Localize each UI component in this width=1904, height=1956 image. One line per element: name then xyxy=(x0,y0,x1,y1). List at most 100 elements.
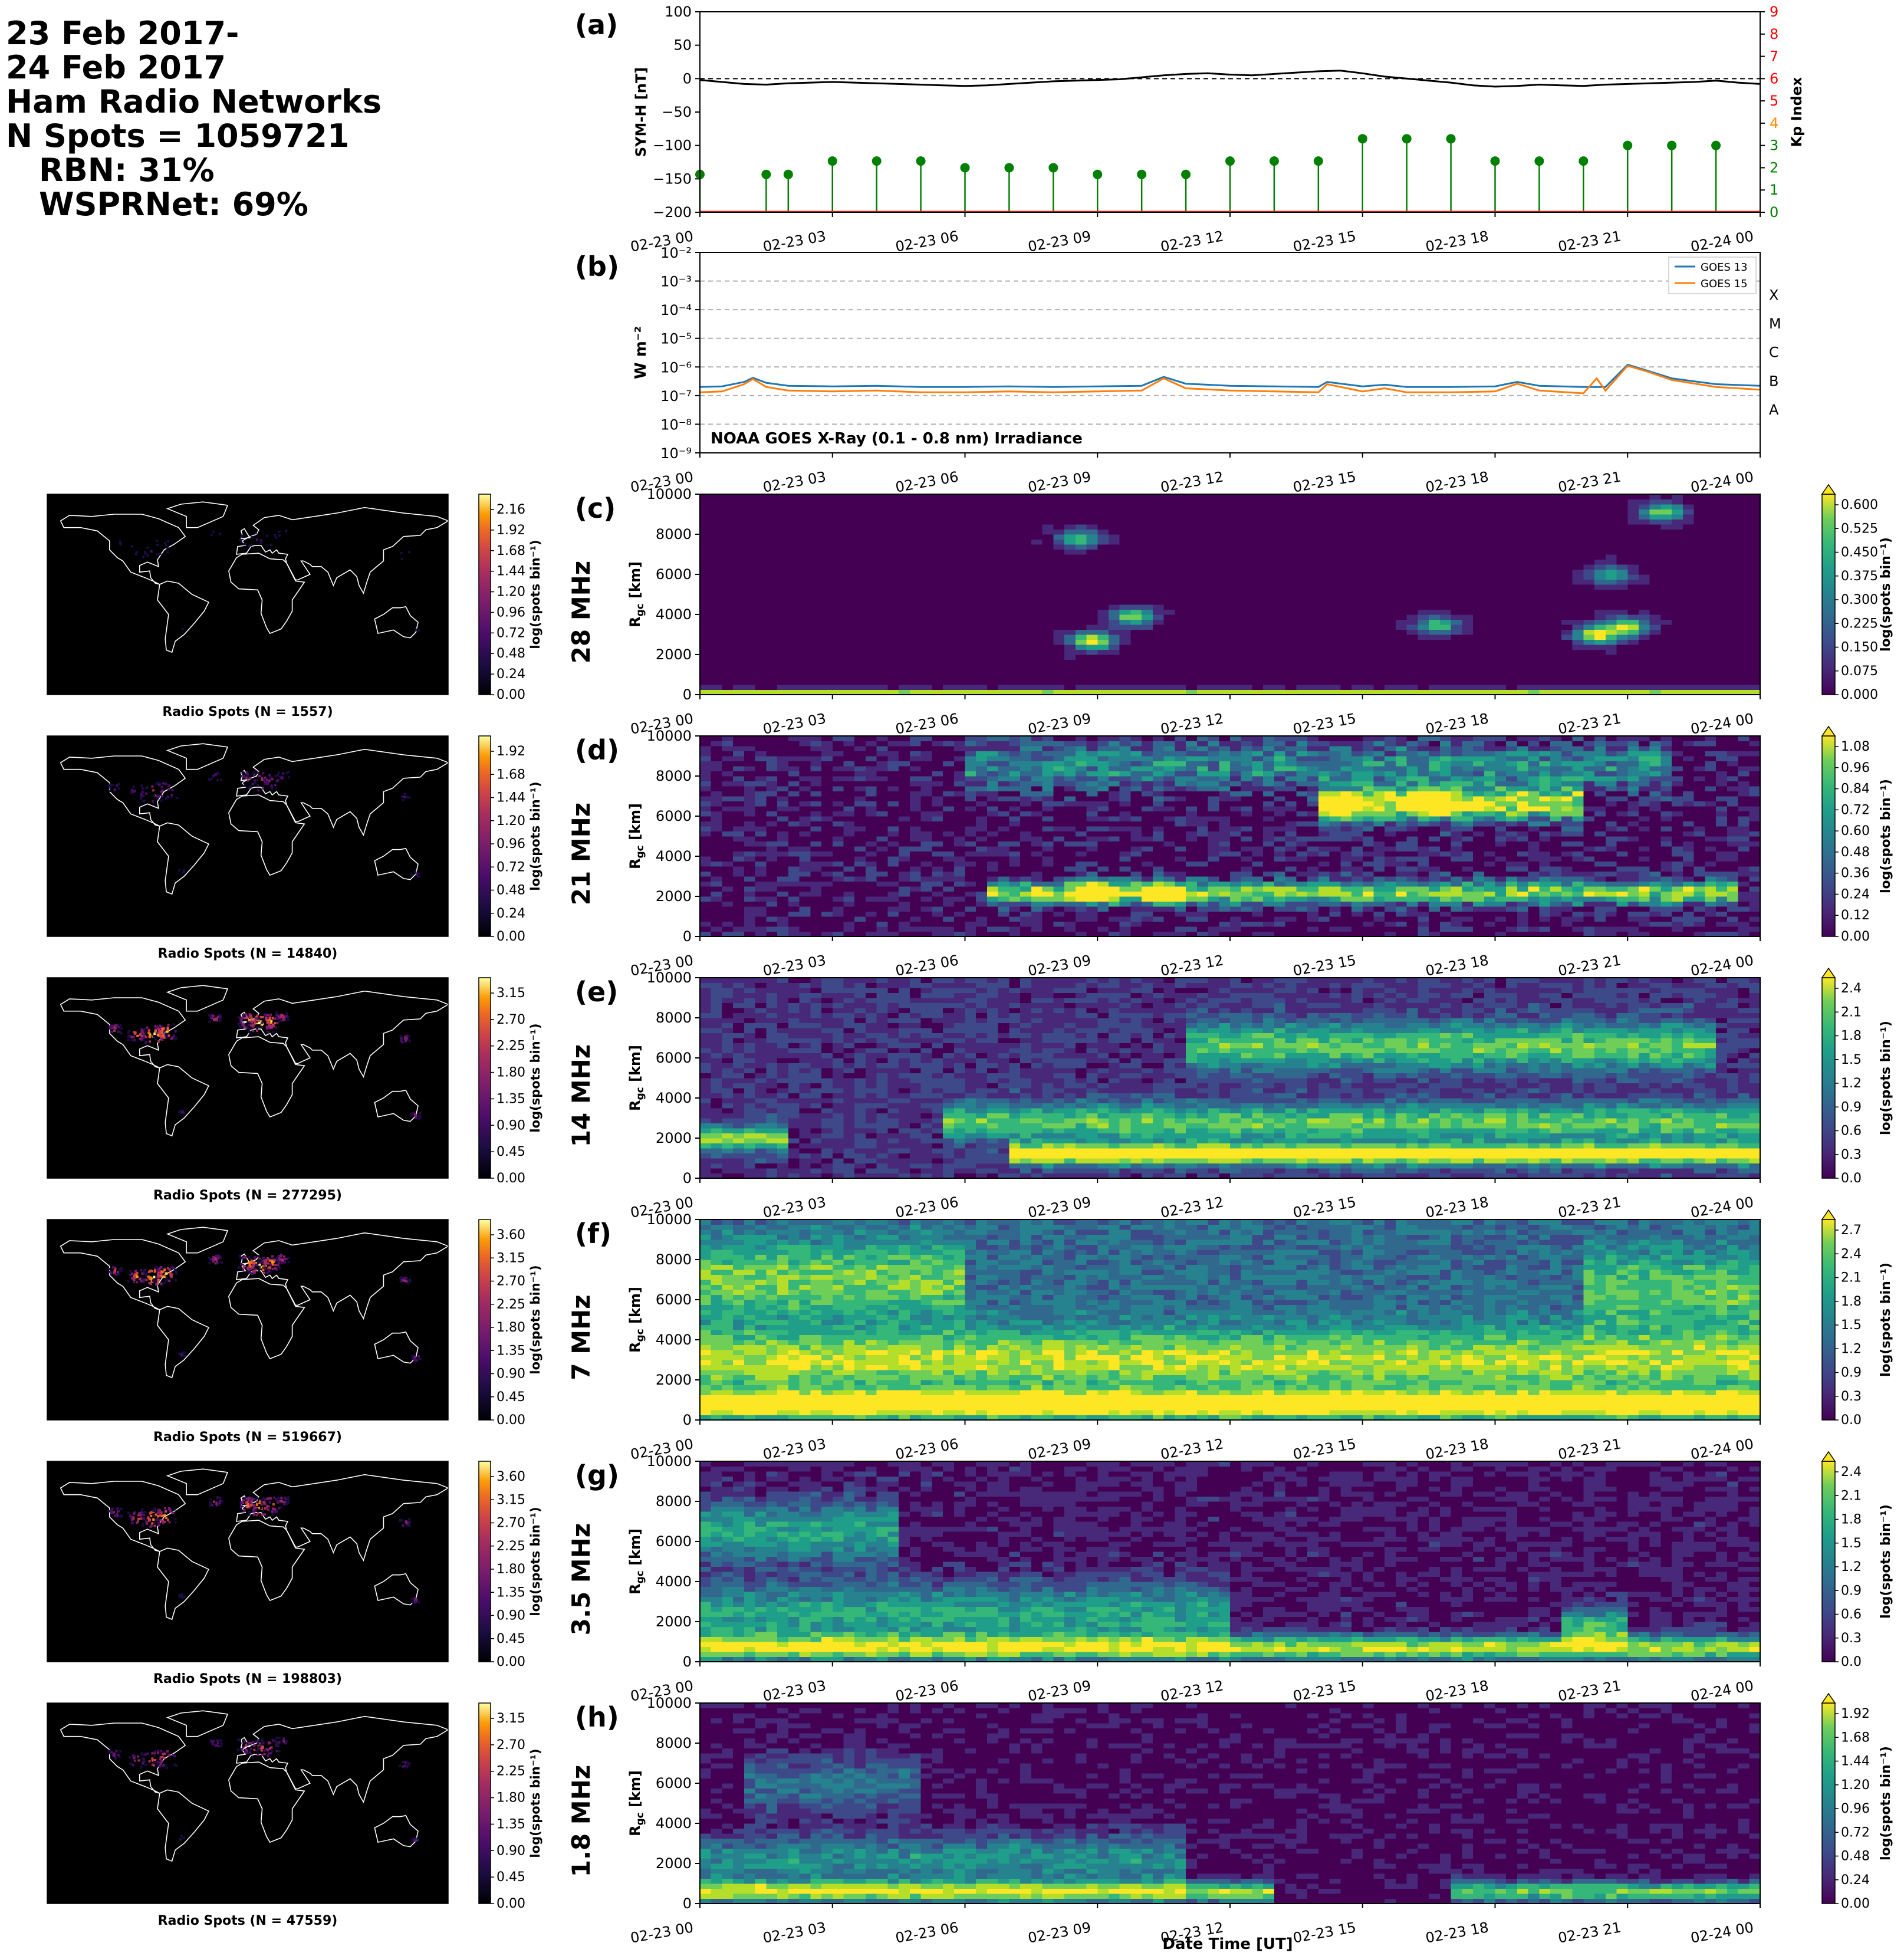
heatmap-cell xyxy=(910,926,921,932)
heatmap-cell xyxy=(921,550,932,555)
heatmap-cell xyxy=(1627,590,1639,595)
heatmap-cell xyxy=(1627,524,1639,530)
heatmap-cell xyxy=(755,570,767,575)
heatmap-cell xyxy=(766,796,777,801)
heatmap-cell xyxy=(932,574,943,580)
heatmap-cell xyxy=(954,614,965,620)
heatmap-cell xyxy=(1594,550,1606,555)
heatmap-cell xyxy=(700,504,711,509)
heatmap-cell xyxy=(766,852,777,857)
heatmap-cell xyxy=(899,872,910,877)
heatmap-cell xyxy=(887,680,899,685)
heatmap-cell xyxy=(1175,580,1186,585)
heatmap-cell xyxy=(766,620,777,625)
heatmap-cell xyxy=(1418,530,1429,535)
heatmap-cell xyxy=(1241,645,1252,650)
heatmap-cell xyxy=(821,520,833,525)
heatmap-cell xyxy=(943,675,954,680)
heatmap-cell xyxy=(1197,540,1208,545)
heatmap-cell xyxy=(1241,524,1252,530)
heatmap-cell xyxy=(755,590,767,595)
heatmap-cell xyxy=(1396,524,1407,530)
heatmap-cell xyxy=(1053,560,1064,565)
heatmap-cell xyxy=(910,540,921,545)
heatmap-cell xyxy=(1583,509,1594,515)
heatmap-cell xyxy=(733,534,744,540)
heatmap-cell xyxy=(1020,655,1031,660)
heatmap-cell xyxy=(1473,665,1484,670)
heatmap-cell xyxy=(1186,524,1197,530)
heatmap-cell xyxy=(943,574,954,580)
heatmap-cell xyxy=(1484,590,1495,595)
heatmap-cell xyxy=(788,550,800,555)
heatmap-cell xyxy=(1650,540,1661,545)
heatmap-cell xyxy=(755,786,767,791)
heatmap-cell xyxy=(954,660,965,665)
heatmap-cell xyxy=(1550,600,1561,605)
heatmap-cell xyxy=(800,856,811,862)
heatmap-cell xyxy=(1385,655,1396,660)
heatmap-cell xyxy=(1683,514,1694,520)
heatmap-cell xyxy=(766,736,777,741)
heatmap-cell xyxy=(1407,494,1418,499)
heatmap-cell xyxy=(1594,509,1606,515)
heatmap-cell xyxy=(1087,600,1098,605)
heatmap-cell xyxy=(755,624,767,630)
heatmap-cell xyxy=(854,902,866,907)
heatmap-cell xyxy=(1064,665,1076,670)
heatmap-cell xyxy=(1263,640,1274,645)
heatmap-cell xyxy=(1539,580,1550,585)
heatmap-cell xyxy=(866,584,877,590)
heatmap-cell xyxy=(921,831,932,837)
heatmap-cell xyxy=(821,736,833,741)
heatmap-cell xyxy=(833,540,844,545)
heatmap-cell xyxy=(887,540,899,545)
y-tick-label: −100 xyxy=(653,137,692,154)
heatmap-cell xyxy=(744,600,755,605)
heatmap-cell xyxy=(1120,499,1131,505)
heatmap-cell xyxy=(1053,670,1064,675)
heatmap-cell xyxy=(1076,520,1087,525)
heatmap-cell xyxy=(1660,534,1672,540)
heatmap-cell xyxy=(1153,584,1164,590)
heatmap-cell xyxy=(976,635,987,640)
heatmap-cell xyxy=(887,766,899,771)
heatmap-cell xyxy=(1606,624,1617,630)
heatmap-cell xyxy=(1738,520,1750,525)
heatmap-cell xyxy=(1694,610,1705,615)
heatmap-cell xyxy=(1274,554,1285,560)
heatmap-cell xyxy=(1076,554,1087,560)
heatmap-cell xyxy=(910,504,921,509)
heatmap-cell xyxy=(1363,655,1374,660)
heatmap-cell xyxy=(810,846,821,852)
heatmap-cell xyxy=(766,665,777,670)
heatmap-cell xyxy=(1274,665,1285,670)
heatmap-cell xyxy=(1153,660,1164,665)
heatmap-cell xyxy=(1340,630,1351,635)
heatmap-cell xyxy=(1506,514,1517,520)
heatmap-cell xyxy=(1573,610,1584,615)
heatmap-cell xyxy=(854,590,866,595)
heatmap-cell xyxy=(744,756,755,761)
heatmap-cell xyxy=(976,600,987,605)
heatmap-cell xyxy=(1627,680,1639,685)
rti-panels: (c)28 MHz Rgc [km]02000400060008000100000… xyxy=(567,485,1893,1947)
heatmap-cell xyxy=(1528,584,1540,590)
heatmap-cell xyxy=(766,902,777,907)
heatmap-cell xyxy=(1020,570,1031,575)
heatmap-cell xyxy=(755,550,767,555)
heatmap-cell xyxy=(1230,665,1241,670)
heatmap-cell xyxy=(1396,670,1407,675)
heatmap-cell xyxy=(1539,650,1550,655)
heatmap-cell xyxy=(1473,530,1484,535)
heatmap-cell xyxy=(866,736,877,741)
heatmap-cell xyxy=(1738,534,1750,540)
heatmap-cell xyxy=(766,751,777,757)
heatmap-cell xyxy=(1672,624,1683,630)
heatmap-cell xyxy=(711,862,722,867)
heatmap-cell xyxy=(1043,499,1054,505)
heatmap-cell xyxy=(1374,600,1385,605)
heatmap-cell xyxy=(1307,655,1318,660)
heatmap-cell xyxy=(700,540,711,545)
heatmap-cell xyxy=(1705,660,1716,665)
